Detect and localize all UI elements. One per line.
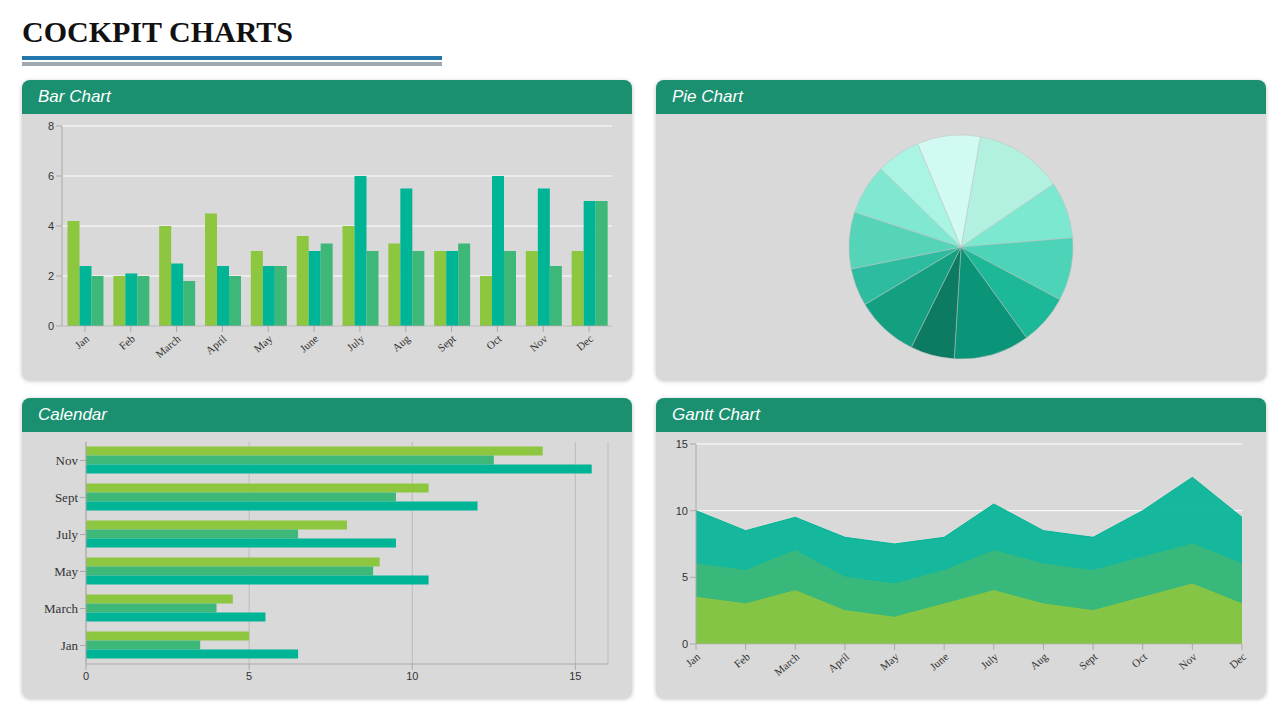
svg-text:May: May xyxy=(878,650,902,672)
svg-text:April: April xyxy=(203,332,229,356)
html-text:Bar Chart: Bar Chart xyxy=(38,87,111,106)
svg-text:8: 8 xyxy=(48,120,54,132)
svg-text:Nov: Nov xyxy=(1176,650,1199,672)
svg-text:Aug: Aug xyxy=(390,332,413,354)
svg-text:May: May xyxy=(54,564,78,579)
svg-text:Jan: Jan xyxy=(683,650,702,669)
svg-text:Nov: Nov xyxy=(56,453,79,468)
svg-text:Oct: Oct xyxy=(1129,650,1149,669)
svg-text:July: July xyxy=(344,332,366,353)
svg-text:March: March xyxy=(772,650,802,678)
svg-text:5: 5 xyxy=(246,670,252,682)
svg-text:Dec: Dec xyxy=(574,332,595,353)
svg-text:0: 0 xyxy=(682,638,688,650)
svg-text:Feb: Feb xyxy=(732,650,753,670)
svg-text:Jan: Jan xyxy=(61,638,79,653)
svg-text:Aug: Aug xyxy=(1028,650,1051,672)
html-text:Calendar: Calendar xyxy=(38,405,107,424)
svg-text:Feb: Feb xyxy=(117,332,138,352)
svg-text:Nov: Nov xyxy=(527,332,550,354)
svg-text:Sept: Sept xyxy=(1077,650,1100,672)
svg-text:Oct: Oct xyxy=(484,332,504,351)
svg-text:April: April xyxy=(826,650,852,674)
svg-text:Sept: Sept xyxy=(55,490,79,505)
svg-text:0: 0 xyxy=(83,670,89,682)
svg-text:4: 4 xyxy=(48,220,54,232)
svg-text:10: 10 xyxy=(676,505,688,517)
svg-text:6: 6 xyxy=(48,170,54,182)
svg-text:15: 15 xyxy=(569,670,581,682)
svg-text:2: 2 xyxy=(48,270,54,282)
svg-text:15: 15 xyxy=(676,438,688,450)
svg-text:Dec: Dec xyxy=(1227,650,1248,671)
html-text:Pie Chart: Pie Chart xyxy=(672,87,743,106)
svg-text:May: May xyxy=(251,332,275,354)
html-text:Gantt Chart: Gantt Chart xyxy=(672,405,760,424)
svg-text:5: 5 xyxy=(682,571,688,583)
svg-text:July: July xyxy=(56,527,78,542)
svg-text:July: July xyxy=(978,650,1000,671)
svg-text:June: June xyxy=(927,650,950,672)
svg-text:Sept: Sept xyxy=(435,332,458,354)
svg-text:June: June xyxy=(297,332,320,354)
svg-text:0: 0 xyxy=(48,320,54,332)
svg-text:Jan: Jan xyxy=(72,332,91,351)
html-text:COCKPIT CHARTS: COCKPIT CHARTS xyxy=(22,15,293,48)
svg-text:March: March xyxy=(44,601,78,616)
svg-text:10: 10 xyxy=(406,670,418,682)
svg-text:March: March xyxy=(153,332,183,360)
